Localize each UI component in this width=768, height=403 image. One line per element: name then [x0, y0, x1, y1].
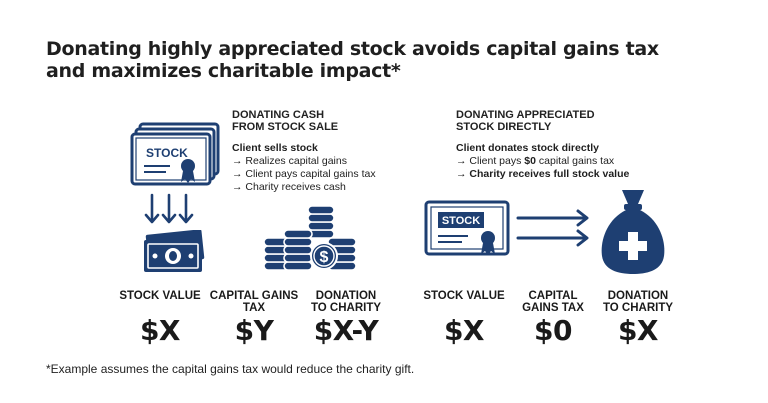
right-col-2-label: CAPITAL GAINS TAX [503, 290, 603, 314]
right-col-1-label: STOCK VALUE [414, 290, 514, 302]
right-step-2: → Charity receives full stock value [456, 168, 630, 180]
left-col-1-value: $X [139, 314, 181, 347]
stock-certificate-icon: STOCK [424, 200, 510, 256]
left-certificate-label: STOCK [146, 146, 188, 160]
left-heading: DONATING CASH FROM STOCK SALE [232, 109, 338, 133]
right-col-3-label: DONATION TO CHARITY [588, 290, 688, 314]
right-lead: Client donates stock directly [456, 142, 599, 154]
left-col-3-label-line-2: TO CHARITY [310, 302, 382, 314]
right-arrows-icon [516, 209, 589, 247]
right-description: Client donates stock directly → Client p… [456, 142, 629, 181]
left-step-1: → Realizes capital gains [232, 155, 347, 167]
right-step-1: → Client pays $0 capital gains tax [456, 155, 629, 168]
right-heading: DONATING APPRECIATED STOCK DIRECTLY [456, 109, 595, 133]
cash-icon [144, 230, 205, 272]
charity-bag-icon [601, 190, 665, 274]
left-lead: Client sells stock [232, 142, 318, 154]
right-col-2-label-line-1: CAPITAL [528, 290, 578, 302]
left-col-2-label: CAPITAL GAINS TAX [204, 290, 304, 314]
right-col-2-label-line-2: GAINS TAX [522, 302, 584, 314]
footnote: *Example assumes the capital gains tax w… [46, 362, 415, 376]
right-heading-line-1: DONATING APPRECIATED [456, 109, 595, 121]
left-col-2-value: $Y [234, 314, 274, 347]
right-step-1-suffix: capital gains tax [535, 155, 615, 167]
coins-icon: $ [263, 206, 357, 271]
right-col-3-label-line-1: DONATION [607, 290, 669, 302]
right-step-1-bold: $0 [524, 155, 536, 167]
down-arrows-icon [144, 193, 194, 224]
left-col-1-label-text: STOCK VALUE [119, 290, 201, 302]
left-heading-line-2: FROM STOCK SALE [232, 121, 339, 133]
right-col-1-value: $X [443, 314, 485, 347]
left-col-2-label-line-2: TAX [242, 302, 266, 314]
left-description: Client sells stock → Realizes capital ga… [232, 142, 376, 194]
right-col-3-label-line-2: TO CHARITY [602, 302, 674, 314]
left-step-2: → Client pays capital gains tax [232, 168, 376, 180]
svg-text:$: $ [320, 249, 329, 266]
right-step-1-prefix: → Client pays [456, 155, 525, 167]
left-col-3-label: DONATION TO CHARITY [296, 290, 396, 314]
right-heading-line-2: STOCK DIRECTLY [456, 121, 552, 133]
stock-certificates-icon: STOCK [130, 122, 220, 186]
left-col-2-label-line-1: CAPITAL GAINS [209, 290, 299, 302]
right-col-1-label-text: STOCK VALUE [423, 290, 505, 302]
page-title: Donating highly appreciated stock avoids… [46, 38, 659, 82]
left-step-3: → Charity receives cash [232, 181, 346, 193]
left-col-1-label: STOCK VALUE [110, 290, 210, 302]
left-col-3-value: $X-Y [313, 314, 379, 347]
left-heading-line-1: DONATING CASH [232, 109, 325, 121]
right-col-3-value: $X [617, 314, 659, 347]
right-col-2-value: $0 [534, 314, 572, 347]
left-col-3-label-line-1: DONATION [315, 290, 377, 302]
right-certificate-label: STOCK [442, 215, 480, 227]
